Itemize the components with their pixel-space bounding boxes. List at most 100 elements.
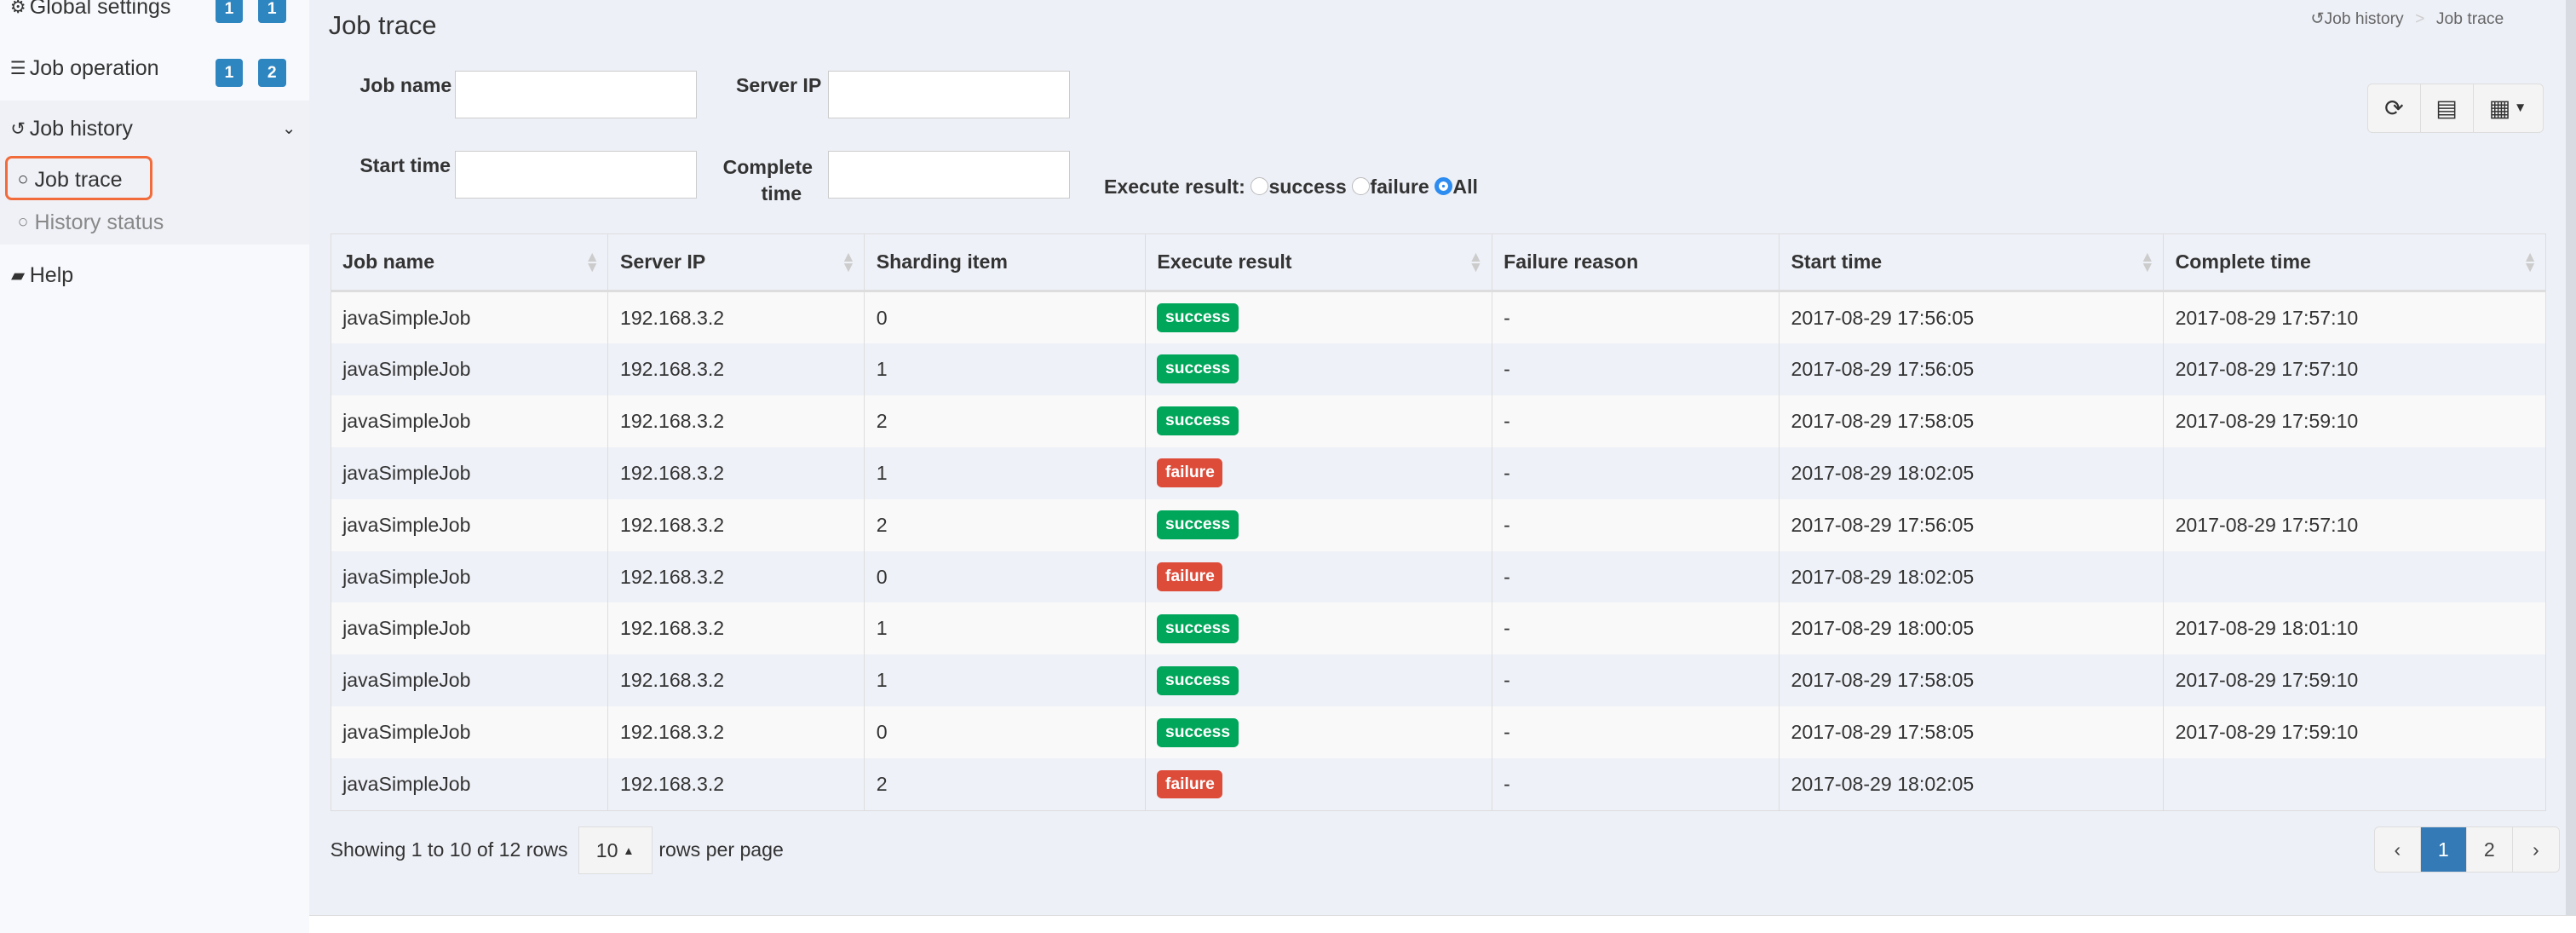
column-header[interactable]: Job name ▲ ▼	[331, 233, 609, 293]
page-button[interactable]: 1	[2420, 827, 2467, 873]
next-page-button[interactable]: ›	[2532, 838, 2539, 861]
table-row: javaSimpleJob 192.168.3.2 0 success -2017-08…	[331, 291, 2547, 343]
table-cell: -	[1492, 395, 1780, 447]
sort-icon: ▲ ▼	[2140, 248, 2155, 275]
table-cell: 2	[864, 498, 1146, 551]
main-content: Job trace ↺Job history > Job trace Job nam…	[308, 0, 2576, 933]
server-ip-input[interactable]	[828, 70, 1070, 118]
gears-icon: ⚙	[9, 0, 26, 18]
columns-dropdown-button[interactable]: ▦ ▼	[2474, 84, 2543, 132]
table-cell	[2163, 758, 2547, 811]
prev-page-button[interactable]: ‹	[2375, 827, 2421, 873]
sidebar-item-help[interactable]: ▰ Help	[9, 263, 73, 288]
breadcrumb: ↺Job history > Job trace	[2310, 9, 2504, 28]
start-time-input[interactable]	[455, 151, 697, 199]
table-cell: 192.168.3.2	[607, 343, 865, 395]
table-cell: -	[1492, 602, 1780, 655]
table-cell: 192.168.3.2	[607, 758, 865, 811]
column-header[interactable]: Server IP ▲ ▼	[607, 233, 865, 293]
list-icon: ▤	[2435, 95, 2458, 121]
table-cell: -	[1492, 550, 1780, 603]
breadcrumb-job-trace: Job trace	[2435, 9, 2504, 28]
complete-time-input[interactable]	[828, 151, 1070, 199]
table-cell: 1	[864, 343, 1146, 395]
sidebar-item-global-settings[interactable]: ⚙ Global settings	[9, 0, 171, 20]
table-row: javaSimpleJob 192.168.3.2 1 success -2017-08…	[331, 343, 2547, 395]
column-header[interactable]: Start time ▲ ▼	[1779, 233, 2165, 293]
status-badge: success	[1157, 614, 1239, 643]
table-cell: 2017-08-29 17:58:05	[1779, 395, 2165, 447]
toggle-view-button[interactable]: ▤	[2421, 84, 2474, 133]
table-cell: 2017-08-29 18:02:05	[1779, 758, 2165, 811]
table-cell: 2	[864, 395, 1146, 447]
table-cell: javaSimpleJob	[331, 395, 609, 447]
table-cell: 2017-08-29 17:57:10	[2163, 498, 2547, 551]
caret-up-icon: ▲	[623, 844, 635, 857]
badge: 1	[215, 0, 244, 23]
radio-failure[interactable]	[1352, 177, 1371, 196]
table-row: javaSimpleJob 192.168.3.2 2 failure -2017-08…	[331, 758, 2547, 811]
table-cell: 2017-08-29 17:56:05	[1779, 498, 2165, 551]
sidebar-item-job-trace[interactable]: ○ Job trace	[13, 168, 123, 193]
sort-icon: ▲ ▼	[584, 248, 600, 275]
table-cell: success	[1145, 395, 1492, 447]
page-size-dropdown[interactable]: 10 ▲	[578, 826, 653, 874]
table-cell: 192.168.3.2	[607, 602, 865, 655]
table-cell: 192.168.3.2	[607, 446, 865, 499]
page-button[interactable]: 2	[2467, 827, 2513, 873]
badge: 2	[257, 59, 286, 88]
column-header[interactable]: Sharding item	[864, 233, 1146, 293]
table-cell: success	[1145, 498, 1492, 551]
sidebar-item-job-history[interactable]: ↺ Job history ⌄	[9, 117, 296, 141]
table-cell: javaSimpleJob	[331, 291, 609, 343]
tasks-icon: ☰	[9, 58, 26, 78]
table-row: javaSimpleJob 192.168.3.2 2 success -2017-08…	[331, 395, 2547, 447]
complete-time-label: Complete time	[722, 156, 813, 205]
radio-all[interactable]	[1435, 177, 1453, 196]
table-cell: 1	[864, 602, 1146, 655]
table-cell: 2017-08-29 17:57:10	[2163, 343, 2547, 395]
table-cell: 192.168.3.2	[607, 291, 865, 343]
job-trace-table: Job name ▲ ▼ Server IP ▲ ▼ Sharding item Execut…	[330, 233, 2547, 811]
table-cell: 2017-08-29 17:56:05	[1779, 343, 2165, 395]
table-cell: -	[1492, 291, 1780, 343]
table-cell: success	[1145, 291, 1492, 343]
sidebar-item-history-status[interactable]: ○ History status	[13, 210, 164, 235]
history-icon: ↺	[10, 118, 26, 139]
column-header[interactable]: Complete time ▲ ▼	[2163, 233, 2547, 293]
table-cell: 0	[864, 291, 1146, 343]
table-cell: 2017-08-29 18:02:05	[1779, 446, 2165, 499]
caret-down-icon: ▼	[2514, 101, 2527, 116]
table-cell: javaSimpleJob	[331, 498, 609, 551]
job-name-label: Job name	[359, 73, 452, 96]
chevron-down-icon: ⌄	[281, 120, 296, 139]
table-cell: javaSimpleJob	[331, 550, 609, 603]
column-header[interactable]: Failure reason	[1492, 233, 1780, 293]
radio-success[interactable]	[1251, 177, 1269, 196]
table-cell: javaSimpleJob	[331, 654, 609, 707]
sidebar-item-job-operation[interactable]: ☰ Job operation	[9, 56, 159, 81]
table-cell: success	[1145, 343, 1492, 395]
table-cell	[2163, 446, 2547, 499]
column-header[interactable]: Execute result ▲ ▼	[1145, 233, 1492, 293]
table-cell: 2	[864, 758, 1146, 811]
table-cell: javaSimpleJob	[331, 343, 609, 395]
sort-icon: ▲ ▼	[2522, 248, 2538, 275]
breadcrumb-job-history[interactable]: Job history	[2324, 9, 2404, 28]
status-badge: success	[1157, 510, 1239, 539]
table-cell: -	[1492, 758, 1780, 811]
table-cell: 192.168.3.2	[607, 654, 865, 707]
server-ip-label: Server IP	[735, 73, 822, 96]
table-cell: javaSimpleJob	[331, 706, 609, 759]
sidebar: ⚙ Global settings 1 1 ☰ Job operation 1 2 …	[0, 0, 309, 933]
badge: 1	[215, 59, 244, 88]
table-cell: 2017-08-29 18:00:05	[1779, 602, 2165, 655]
table-cell: javaSimpleJob	[331, 446, 609, 499]
scrollbar[interactable]	[2566, 0, 2576, 916]
table-cell: javaSimpleJob	[331, 758, 609, 811]
table-cell: 2017-08-29 17:59:10	[2163, 706, 2547, 759]
job-name-input[interactable]	[455, 70, 697, 118]
refresh-button[interactable]: ⟳	[2368, 84, 2421, 133]
status-badge: success	[1157, 406, 1239, 435]
table-row: javaSimpleJob 192.168.3.2 1 success -2017-08…	[331, 654, 2547, 707]
